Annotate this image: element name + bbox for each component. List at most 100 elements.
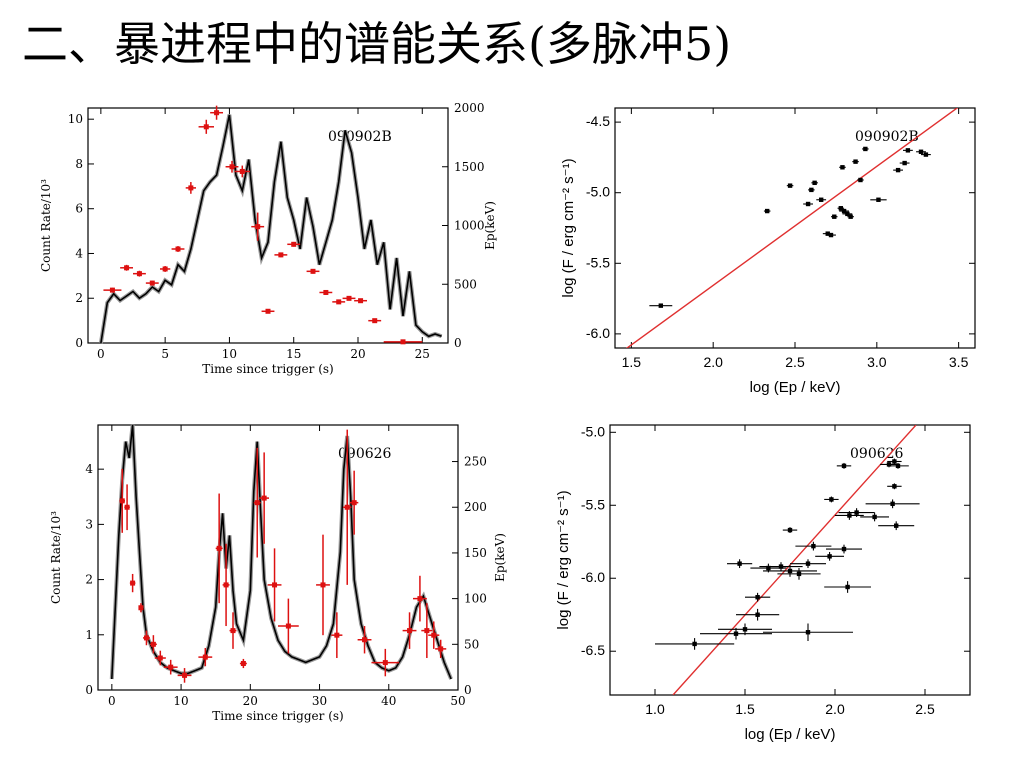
point-marker: [923, 152, 929, 157]
point-marker: [812, 180, 817, 186]
data-point: [839, 208, 849, 214]
ep-marker: [254, 500, 260, 506]
y-tick-label: 3: [85, 517, 93, 531]
data-point: [649, 303, 673, 308]
y2-axis-label: Ep(keV): [483, 201, 497, 250]
y-axis-label: Count Rate/10³: [49, 511, 63, 604]
ep-marker: [182, 672, 188, 678]
ep-point: [185, 182, 196, 194]
x-tick-label: 1.0: [645, 701, 665, 717]
y-tick-label: 0: [75, 336, 83, 350]
point-marker: [838, 206, 844, 211]
ep-point: [331, 612, 343, 659]
spectral-energy-090626-chart: 090626 1.0 1.5 2.0 2.5 -6.5 -6.0 -5.5 -5.0 log (E…: [555, 423, 971, 743]
point-marker: [764, 208, 770, 214]
lightcurve-line: [100, 114, 442, 344]
point-marker: [778, 564, 784, 569]
ep-point: [198, 119, 214, 134]
ep-marker: [323, 289, 329, 295]
ep-point: [383, 339, 423, 345]
ep-marker: [124, 265, 130, 271]
point-marker: [805, 630, 811, 635]
ep-point: [267, 548, 282, 622]
data-point: [865, 499, 920, 509]
x-tick-label: 0: [97, 347, 105, 361]
ep-point: [342, 295, 356, 301]
point-marker: [805, 561, 811, 566]
ep-marker: [382, 660, 388, 666]
point-marker: [805, 201, 811, 207]
x-tick-label: 30: [312, 694, 327, 708]
point-marker: [692, 641, 697, 647]
data-point: [826, 544, 862, 554]
x-tick-label: 3.0: [867, 354, 887, 370]
ep-marker: [216, 545, 222, 551]
point-marker: [787, 527, 793, 533]
point-marker: [892, 459, 897, 464]
y-tick-label: -5.0: [586, 184, 610, 200]
point-marker: [840, 165, 845, 170]
y-tick-label: -5.0: [581, 423, 605, 439]
point-marker: [905, 148, 911, 153]
ep-marker: [150, 641, 156, 647]
ep-point: [287, 241, 301, 247]
x-tick-label: 3.5: [949, 354, 969, 370]
point-marker: [818, 197, 824, 202]
ep-marker: [240, 661, 246, 666]
ep-point: [160, 266, 171, 272]
data-point: [718, 623, 772, 636]
y2-tick-label: 500: [454, 277, 477, 291]
ep-marker: [229, 164, 235, 170]
ep-marker: [407, 628, 413, 634]
data-point: [887, 458, 902, 465]
ep-point: [354, 298, 367, 304]
x-tick-label: 2.0: [703, 354, 723, 370]
x-tick-label: 15: [286, 347, 301, 361]
ep-point: [402, 612, 417, 649]
y2-tick-label: 200: [464, 500, 487, 514]
data-point: [727, 559, 753, 569]
lightcurve-shadow: [109, 424, 453, 680]
ep-marker: [272, 582, 278, 588]
ep-point: [198, 647, 213, 667]
y-tick-label: -4.5: [586, 113, 610, 129]
data-point: [759, 562, 803, 571]
ep-marker: [149, 280, 155, 286]
point-marker: [841, 463, 847, 469]
point-marker: [847, 513, 852, 518]
data-point: [921, 152, 931, 157]
ep-point: [210, 105, 223, 120]
point-marker: [742, 627, 748, 632]
ep-marker: [119, 498, 125, 504]
ep-point: [251, 212, 265, 241]
ep-point: [274, 252, 288, 258]
ep-marker: [255, 224, 261, 230]
point-marker: [755, 612, 760, 617]
ep-point: [368, 318, 382, 324]
data-point: [837, 206, 845, 211]
fit-line: [672, 425, 917, 695]
data-point: [862, 146, 869, 152]
y-tick-label: -5.5: [586, 254, 610, 270]
ep-point: [119, 468, 125, 533]
y-tick-label: 10: [68, 112, 83, 126]
point-marker: [787, 568, 793, 574]
point-marker: [755, 595, 760, 600]
ep-point: [103, 287, 122, 293]
ep-marker: [143, 635, 149, 641]
data-point: [903, 148, 913, 153]
data-point: [842, 211, 853, 217]
point-marker: [902, 160, 907, 166]
x-tick-label: 10: [173, 694, 188, 708]
x-axis-label: Time since trigger (s): [212, 709, 343, 723]
x-tick-label: 5: [161, 347, 169, 361]
x-tick-label: 0: [108, 694, 116, 708]
data-point: [811, 180, 818, 186]
data-point: [836, 462, 852, 469]
point-marker: [787, 183, 793, 188]
point-marker: [829, 497, 834, 502]
ep-marker: [162, 266, 168, 272]
ep-point: [145, 280, 159, 286]
y-tick-label: 4: [75, 246, 83, 260]
